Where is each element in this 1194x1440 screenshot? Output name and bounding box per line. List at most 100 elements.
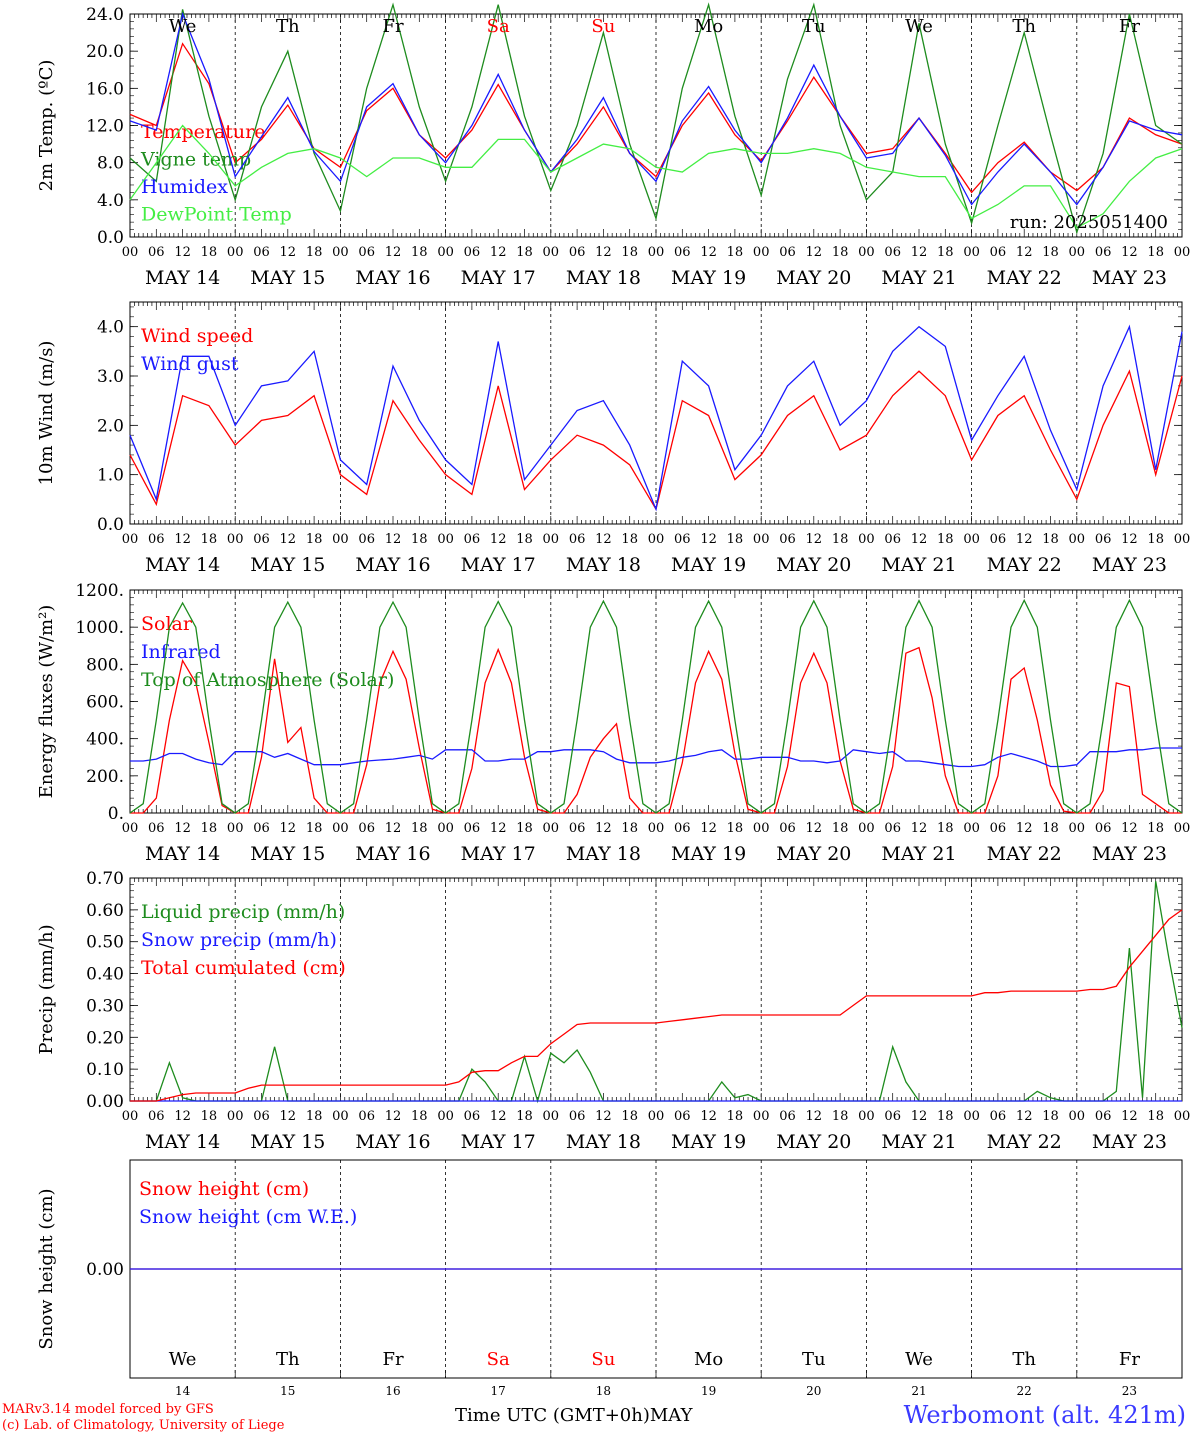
weekday-label: Fr xyxy=(1119,1349,1140,1370)
hour-tick-label: 00 xyxy=(1069,821,1086,836)
y-tick-label: 0.00 xyxy=(86,1092,124,1112)
hour-tick-label: 06 xyxy=(148,245,165,260)
hour-tick-label: 06 xyxy=(674,1109,691,1124)
series-line xyxy=(129,124,1183,229)
hour-tick-label: 18 xyxy=(411,821,428,836)
hour-tick-label: 00 xyxy=(858,1109,875,1124)
hour-tick-label: 06 xyxy=(779,245,796,260)
hour-tick-label: 00 xyxy=(1174,245,1191,260)
hour-tick-label: 18 xyxy=(306,821,323,836)
weekday-label: Th xyxy=(276,1349,300,1370)
hour-tick-label: 18 xyxy=(306,1109,323,1124)
hour-tick-label: 06 xyxy=(884,1109,901,1124)
weekday-label: Tu xyxy=(802,1349,826,1370)
date-label: MAY 23 xyxy=(1092,554,1167,576)
weekday-label: Fr xyxy=(382,1349,403,1370)
weekday-label: Su xyxy=(591,16,615,37)
hour-tick-label: 06 xyxy=(358,821,375,836)
y-tick-label: 24.0 xyxy=(86,5,124,25)
hour-tick-label: 12 xyxy=(280,245,297,260)
hour-tick-label: 12 xyxy=(385,532,402,547)
legend-entry: DewPoint Temp xyxy=(141,204,292,226)
hour-tick-label: 06 xyxy=(253,821,270,836)
date-label: MAY 17 xyxy=(461,554,536,576)
legend-entry: Humidex xyxy=(141,176,228,198)
date-label: MAY 15 xyxy=(250,1131,325,1153)
y-tick-label: 0.00 xyxy=(86,1260,124,1280)
hour-tick-label: 06 xyxy=(990,1109,1007,1124)
hour-tick-label: 18 xyxy=(516,245,533,260)
series-line xyxy=(129,324,1183,512)
run-label: run: 2025051400 xyxy=(1010,212,1168,233)
hour-tick-label: 18 xyxy=(1147,1109,1164,1124)
day-number-label: 22 xyxy=(1017,1384,1032,1398)
hour-tick-label: 18 xyxy=(1042,245,1059,260)
hour-tick-label: 18 xyxy=(937,532,954,547)
weekday-label: We xyxy=(905,16,933,37)
y-tick-label: 20.0 xyxy=(86,42,124,62)
y-tick-label: 200. xyxy=(86,767,124,787)
hour-tick-label: 18 xyxy=(621,245,638,260)
hour-tick-label: 06 xyxy=(358,245,375,260)
date-label: MAY 15 xyxy=(250,843,325,865)
hour-tick-label: 12 xyxy=(1121,245,1138,260)
hour-tick-label: 18 xyxy=(306,532,323,547)
hour-tick-label: 00 xyxy=(437,821,454,836)
hour-tick-label: 12 xyxy=(595,245,612,260)
date-label: MAY 21 xyxy=(881,1131,956,1153)
weekday-label: Fr xyxy=(1119,16,1140,37)
hour-tick-label: 00 xyxy=(753,245,770,260)
day-number-label: 17 xyxy=(491,1384,506,1398)
date-label: MAY 18 xyxy=(566,1131,641,1153)
hour-tick-label: 18 xyxy=(832,1109,849,1124)
day-number-label: 14 xyxy=(175,1384,191,1398)
hour-tick-label: 12 xyxy=(1121,1109,1138,1124)
y-tick-label: 8.0 xyxy=(97,154,124,174)
y-tick-label: 1.0 xyxy=(97,466,124,486)
hour-tick-label: 00 xyxy=(227,1109,244,1124)
date-label: MAY 20 xyxy=(776,843,851,865)
hour-tick-label: 18 xyxy=(201,245,218,260)
day-number-label: 21 xyxy=(911,1384,926,1398)
hour-tick-label: 12 xyxy=(806,245,823,260)
y-tick-label: 0.30 xyxy=(86,996,124,1016)
weekday-label: We xyxy=(905,1349,933,1370)
hour-tick-label: 00 xyxy=(227,532,244,547)
date-label: MAY 17 xyxy=(461,843,536,865)
date-label: MAY 18 xyxy=(566,554,641,576)
legend-entry: Vigne temp xyxy=(140,149,251,171)
hour-tick-label: 12 xyxy=(490,532,507,547)
y-tick-label: 0.60 xyxy=(86,901,124,921)
hour-tick-label: 12 xyxy=(1016,245,1033,260)
day-number-label: 23 xyxy=(1122,1384,1137,1398)
y-tick-label: 0. xyxy=(108,804,124,824)
legend-entry: Snow height (cm W.E.) xyxy=(139,1206,357,1228)
hour-tick-label: 12 xyxy=(700,532,717,547)
hour-tick-label: 18 xyxy=(516,1109,533,1124)
hour-tick-label: 12 xyxy=(806,532,823,547)
hour-tick-label: 00 xyxy=(1069,1109,1086,1124)
date-label: MAY 14 xyxy=(145,554,220,576)
hour-tick-label: 18 xyxy=(832,245,849,260)
hour-tick-label: 18 xyxy=(306,245,323,260)
panel-frame xyxy=(129,589,1183,814)
hour-tick-label: 00 xyxy=(963,245,980,260)
y-tick-label: 0.10 xyxy=(86,1060,124,1080)
hour-tick-label: 00 xyxy=(963,821,980,836)
hour-tick-label: 18 xyxy=(832,532,849,547)
hour-tick-label: 12 xyxy=(385,1109,402,1124)
hour-tick-label: 12 xyxy=(385,821,402,836)
legend-entry: Snow height (cm) xyxy=(139,1178,309,1200)
date-label: MAY 22 xyxy=(987,843,1062,865)
day-number-label: 18 xyxy=(596,1384,611,1398)
hour-tick-label: 00 xyxy=(1174,1109,1191,1124)
day-number-label: 20 xyxy=(806,1384,821,1398)
hour-tick-label: 18 xyxy=(1147,245,1164,260)
hour-tick-label: 06 xyxy=(569,1109,586,1124)
y-tick-label: 4.0 xyxy=(97,318,124,338)
hour-tick-label: 12 xyxy=(174,1109,191,1124)
weekday-label: Th xyxy=(1012,1349,1036,1370)
hour-tick-label: 00 xyxy=(648,532,665,547)
hour-tick-label: 06 xyxy=(674,532,691,547)
credits-line-1: MARv3.14 model forced by GFS xyxy=(2,1402,214,1417)
